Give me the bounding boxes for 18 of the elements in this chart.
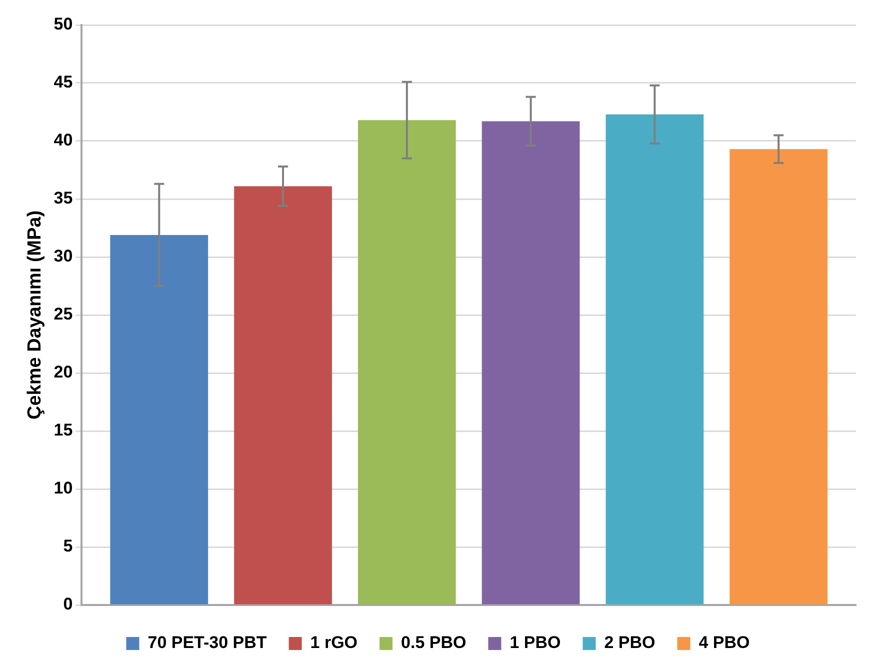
y-tick-label: 50 — [54, 14, 73, 34]
y-tick-label: 45 — [54, 72, 73, 92]
y-tick-label: 5 — [63, 536, 73, 556]
y-tick-label: 0 — [63, 594, 73, 614]
legend-label: 70 PET-30 PBT — [148, 633, 268, 652]
y-tick-label: 15 — [54, 420, 73, 440]
legend-label: 1 PBO — [510, 633, 561, 652]
y-tick-label: 25 — [54, 304, 73, 324]
legend-label: 1 rGO — [310, 633, 358, 652]
y-tick-label: 20 — [54, 362, 73, 382]
y-axis-title: Çekme Dayanımı (MPa) — [24, 210, 46, 420]
legend-label: 2 PBO — [604, 633, 656, 652]
y-tick-label: 35 — [54, 188, 73, 208]
y-tick-label: 30 — [54, 246, 73, 266]
y-tick-label: 40 — [54, 130, 73, 150]
y-tick-label: 10 — [54, 478, 73, 498]
legend-label: 0.5 PBO — [401, 633, 466, 652]
legend-label: 4 PBO — [698, 633, 750, 652]
